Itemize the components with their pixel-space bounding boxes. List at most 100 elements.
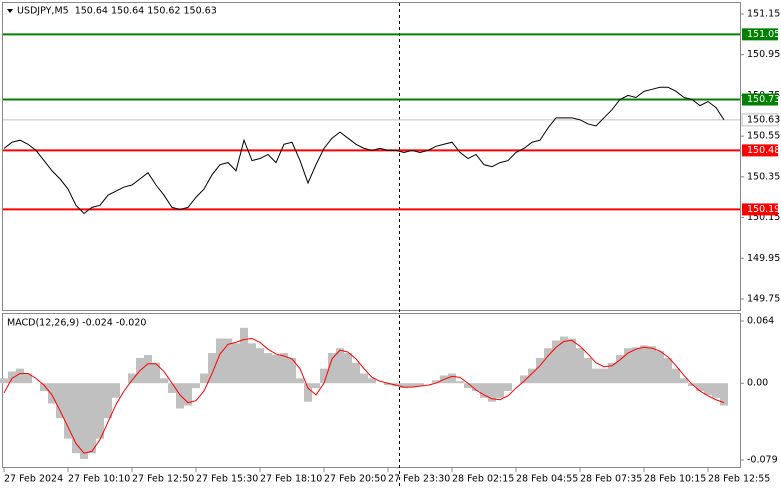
macd-bar	[696, 383, 704, 391]
signal-line	[3, 337, 725, 454]
macd-bar	[0, 378, 8, 384]
macd-bar	[560, 336, 568, 384]
macd-bar	[240, 327, 248, 384]
macd-bar	[464, 383, 472, 389]
macd-bar	[336, 348, 344, 384]
macd-bar	[536, 357, 544, 384]
macd-bar	[344, 353, 352, 384]
macd-bar	[488, 383, 496, 402]
macd-bar	[72, 383, 80, 454]
x-tick-label: 27 Feb 2024	[4, 474, 63, 485]
macd-bar	[288, 357, 296, 384]
macd-bar	[640, 345, 648, 384]
price-line	[3, 86, 725, 215]
x-tick-label: 27 Feb 18:10	[260, 474, 322, 485]
macd-bar	[384, 383, 392, 386]
menu-arrow	[7, 9, 13, 13]
macd-bar	[56, 383, 64, 419]
macd-bar	[256, 348, 264, 384]
x-tick-label: 28 Feb 07:35	[580, 474, 642, 485]
x-tick-label: 27 Feb 10:10	[68, 474, 130, 485]
macd-bar	[248, 343, 256, 384]
macd-bar	[672, 368, 680, 384]
macd-bar	[272, 355, 280, 384]
macd-bar	[48, 383, 56, 404]
macd-title: MACD(12,26,9) -0.024 -0.020	[7, 318, 146, 329]
macd-bar	[528, 368, 536, 384]
macd-bar	[632, 347, 640, 384]
macd-bar	[624, 348, 632, 384]
macd-bar	[400, 383, 408, 389]
macd-bar	[96, 383, 104, 439]
last-price-label: 150.63	[747, 114, 780, 125]
macd-bar	[24, 373, 32, 384]
macd-bar	[408, 383, 416, 388]
macd-bar	[168, 383, 176, 393]
macd-bar	[160, 378, 168, 384]
x-tick-label: 28 Feb 02:15	[452, 474, 514, 485]
y-tick-label: 0.00	[747, 378, 768, 389]
macd-bar	[648, 346, 656, 384]
macd-bar	[568, 338, 576, 384]
macd-bar	[704, 383, 712, 395]
y-tick-label: 150.35	[747, 171, 780, 182]
macd-bar	[600, 368, 608, 384]
macd-bar	[80, 383, 88, 460]
macd-bar	[504, 383, 512, 391]
macd-bar	[576, 348, 584, 384]
price-panel	[2, 2, 741, 311]
macd-bar	[432, 380, 440, 384]
y-tick-label: 150.15	[747, 212, 780, 223]
chart-title: USDJPY,M5 150.64 150.64 150.62 150.63	[17, 6, 217, 17]
x-tick-label: 27 Feb 12:50	[132, 474, 194, 485]
level-label: 150.73	[747, 94, 780, 105]
macd-bar	[144, 355, 152, 384]
macd-bar	[88, 383, 96, 454]
macd-bar	[720, 383, 728, 406]
x-tick-label: 28 Feb 12:55	[708, 474, 770, 485]
macd-bar	[64, 383, 72, 439]
macd-bar	[328, 353, 336, 384]
macd-bar	[416, 383, 424, 387]
macd-bar	[472, 383, 480, 391]
level-box	[742, 203, 778, 216]
macd-bar	[176, 383, 184, 409]
macd-bar	[592, 368, 600, 384]
level-label: 151.05	[747, 29, 780, 40]
x-tick-label: 27 Feb 15:30	[196, 474, 258, 485]
macd-bar	[608, 362, 616, 384]
macd-bar	[200, 373, 208, 384]
macd-bar	[280, 353, 288, 384]
macd-bar	[152, 362, 160, 384]
macd-bar	[520, 375, 528, 384]
macd-bar	[312, 383, 320, 389]
y-tick-label: 151.15	[747, 9, 780, 20]
macd-bar	[184, 383, 192, 406]
x-tick-label: 27 Feb 23:30	[388, 474, 450, 485]
y-tick-label: 149.75	[747, 294, 780, 305]
macd-bar	[712, 383, 720, 398]
macd-bar	[456, 381, 464, 384]
macd-bar	[552, 340, 560, 384]
macd-bar	[112, 383, 120, 398]
macd-bar	[192, 383, 200, 389]
macd-bar	[664, 357, 672, 384]
y-tick-label: 150.95	[747, 49, 780, 60]
level-box	[742, 28, 778, 41]
macd-bar	[360, 373, 368, 384]
macd-bar	[320, 368, 328, 384]
macd-bar	[584, 357, 592, 384]
macd-bar	[616, 355, 624, 384]
last-price-box	[741, 113, 779, 127]
macd-bar	[16, 368, 24, 384]
level-box	[742, 93, 778, 106]
y-tick-label: -0.079	[747, 455, 778, 466]
macd-bar	[544, 348, 552, 384]
level-label: 150.19	[747, 204, 780, 215]
level-box	[742, 144, 778, 157]
y-tick-label: 150.55	[747, 131, 780, 142]
x-tick-label: 28 Feb 10:15	[644, 474, 706, 485]
macd-bar	[352, 362, 360, 384]
macd-bar	[40, 383, 48, 391]
